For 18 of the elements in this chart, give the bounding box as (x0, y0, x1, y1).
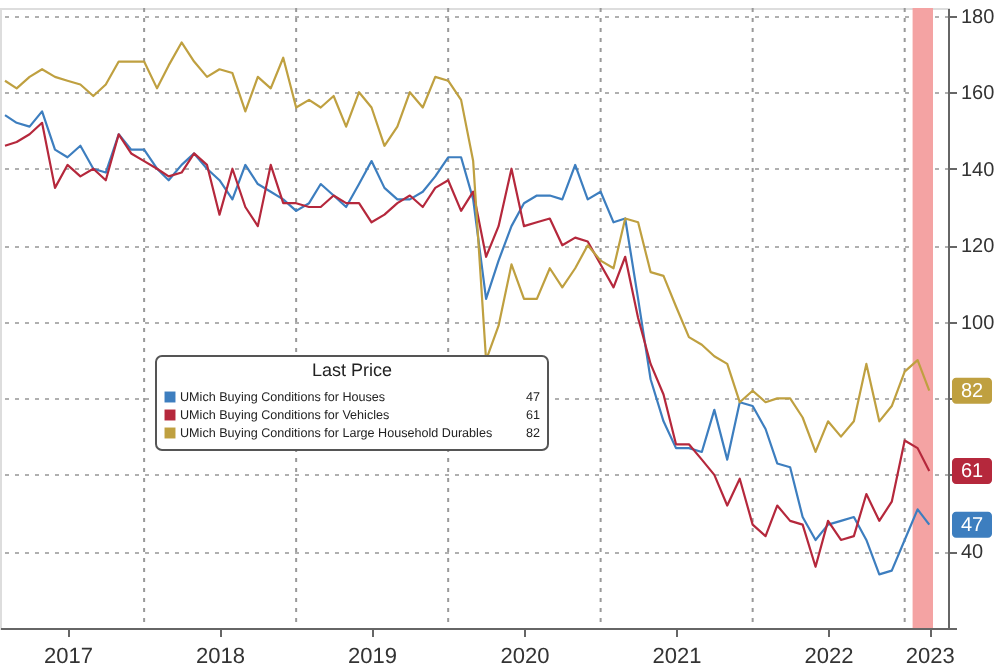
data-label: 82 (960, 380, 984, 403)
line-series (3, 41, 931, 454)
legend-title: Last Price (311, 360, 393, 380)
x-tick-label: 2023 (905, 645, 955, 669)
y-tick-label: 40 (961, 542, 985, 565)
x-tick-label: 2022 (804, 645, 854, 669)
y-tick-label: 160 (961, 83, 996, 106)
data-label: 61 (960, 461, 984, 484)
data-label: 47 (960, 514, 984, 537)
x-tick-label: 2017 (43, 645, 93, 669)
x-tick-label: 2020 (500, 645, 550, 669)
x-tick-label: 2018 (196, 645, 245, 669)
x-tick-label: 2021 (652, 645, 702, 669)
y-tick-label: 120 (961, 236, 996, 259)
y-tick-label: 180 (961, 6, 996, 29)
y-tick-label: 100 (961, 312, 996, 335)
x-tick-label: 2019 (348, 645, 398, 669)
y-tick-label: 140 (961, 159, 996, 182)
